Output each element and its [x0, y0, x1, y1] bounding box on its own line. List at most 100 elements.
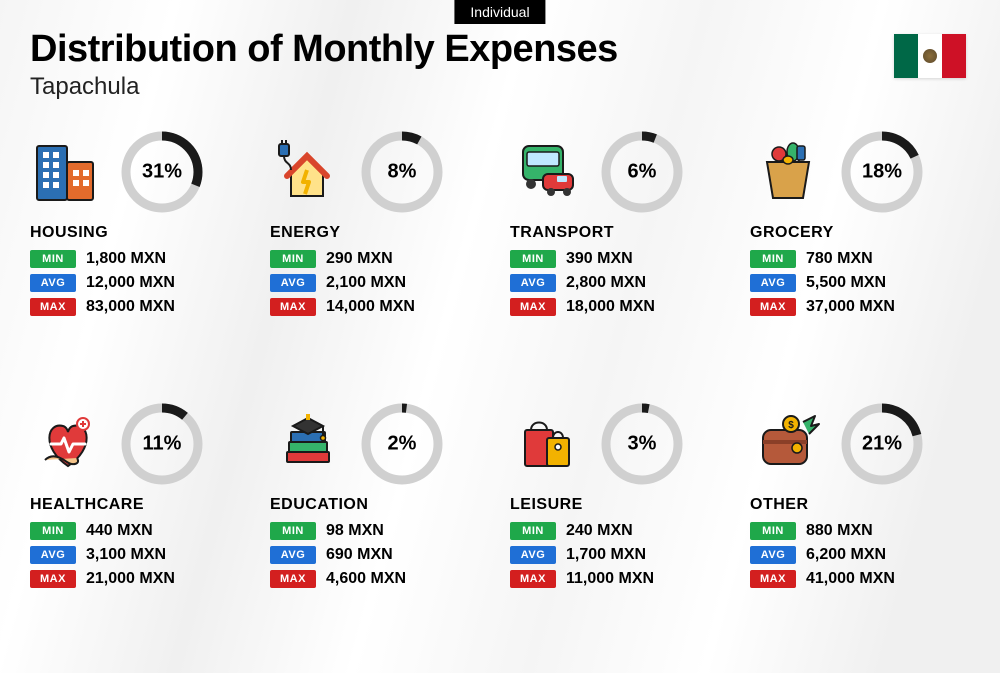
max-tag: MAX	[510, 298, 556, 316]
min-tag: MIN	[510, 522, 556, 540]
page-subtitle: Tapachula	[30, 73, 970, 101]
category-name: HEALTHCARE	[30, 496, 250, 514]
other-icon: $	[750, 406, 826, 482]
header: Distribution of Monthly Expenses Tapachu…	[30, 28, 970, 101]
max-row: MAX 4,600 MXN	[270, 570, 490, 588]
percent-label: 6%	[628, 161, 657, 184]
category-name: ENERGY	[270, 224, 490, 242]
max-value: 14,000 MXN	[326, 298, 415, 316]
percent-ring: 2%	[360, 402, 444, 486]
percent-label: 2%	[388, 432, 417, 455]
max-value: 37,000 MXN	[806, 298, 895, 316]
avg-tag: AVG	[30, 274, 76, 292]
percent-ring: 6%	[600, 130, 684, 214]
percent-ring: 11%	[120, 402, 204, 486]
avg-value: 690 MXN	[326, 546, 393, 564]
avg-tag: AVG	[270, 546, 316, 564]
avg-row: AVG 2,800 MXN	[510, 274, 730, 292]
energy-icon	[270, 134, 346, 210]
category-name: GROCERY	[750, 224, 970, 242]
min-row: MIN 780 MXN	[750, 250, 970, 268]
card-header: 2%	[270, 402, 490, 486]
min-value: 780 MXN	[806, 250, 873, 268]
max-tag: MAX	[270, 298, 316, 316]
min-value: 240 MXN	[566, 522, 633, 540]
percent-ring: 3%	[600, 402, 684, 486]
category-card-other: $ 21% OTHER MIN 880 MXN AVG 6,200 MXN MA…	[750, 402, 970, 654]
min-tag: MIN	[270, 250, 316, 268]
grocery-icon	[750, 134, 826, 210]
category-card-housing: 31% HOUSING MIN 1,800 MXN AVG 12,000 MXN…	[30, 130, 250, 382]
leisure-icon	[510, 406, 586, 482]
transport-icon	[510, 134, 586, 210]
value-rows: MIN 390 MXN AVG 2,800 MXN MAX 18,000 MXN	[510, 250, 730, 316]
percent-label: 21%	[862, 432, 902, 455]
max-value: 4,600 MXN	[326, 570, 406, 588]
value-rows: MIN 98 MXN AVG 690 MXN MAX 4,600 MXN	[270, 522, 490, 588]
max-value: 41,000 MXN	[806, 570, 895, 588]
min-value: 98 MXN	[326, 522, 384, 540]
avg-value: 2,800 MXN	[566, 274, 646, 292]
min-row: MIN 880 MXN	[750, 522, 970, 540]
avg-value: 5,500 MXN	[806, 274, 886, 292]
category-card-grocery: 18% GROCERY MIN 780 MXN AVG 5,500 MXN MA…	[750, 130, 970, 382]
max-tag: MAX	[750, 570, 796, 588]
flag-emblem	[923, 49, 937, 63]
value-rows: MIN 240 MXN AVG 1,700 MXN MAX 11,000 MXN	[510, 522, 730, 588]
min-tag: MIN	[30, 522, 76, 540]
max-value: 83,000 MXN	[86, 298, 175, 316]
min-row: MIN 390 MXN	[510, 250, 730, 268]
avg-row: AVG 6,200 MXN	[750, 546, 970, 564]
avg-value: 2,100 MXN	[326, 274, 406, 292]
max-row: MAX 18,000 MXN	[510, 298, 730, 316]
avg-row: AVG 1,700 MXN	[510, 546, 730, 564]
min-tag: MIN	[750, 250, 796, 268]
avg-row: AVG 3,100 MXN	[30, 546, 250, 564]
max-row: MAX 37,000 MXN	[750, 298, 970, 316]
max-row: MAX 14,000 MXN	[270, 298, 490, 316]
max-value: 18,000 MXN	[566, 298, 655, 316]
card-header: 6%	[510, 130, 730, 214]
category-card-energy: 8% ENERGY MIN 290 MXN AVG 2,100 MXN MAX …	[270, 130, 490, 382]
percent-ring: 8%	[360, 130, 444, 214]
avg-value: 3,100 MXN	[86, 546, 166, 564]
category-name: LEISURE	[510, 496, 730, 514]
categories-grid: 31% HOUSING MIN 1,800 MXN AVG 12,000 MXN…	[30, 130, 970, 653]
value-rows: MIN 440 MXN AVG 3,100 MXN MAX 21,000 MXN	[30, 522, 250, 588]
percent-ring: 31%	[120, 130, 204, 214]
percent-label: 31%	[142, 161, 182, 184]
card-header: 18%	[750, 130, 970, 214]
min-value: 390 MXN	[566, 250, 633, 268]
education-icon	[270, 406, 346, 482]
min-row: MIN 240 MXN	[510, 522, 730, 540]
max-row: MAX 83,000 MXN	[30, 298, 250, 316]
category-card-education: 2% EDUCATION MIN 98 MXN AVG 690 MXN MAX …	[270, 402, 490, 654]
category-name: EDUCATION	[270, 496, 490, 514]
card-header: 11%	[30, 402, 250, 486]
min-value: 1,800 MXN	[86, 250, 166, 268]
min-value: 290 MXN	[326, 250, 393, 268]
max-tag: MAX	[750, 298, 796, 316]
avg-value: 1,700 MXN	[566, 546, 646, 564]
avg-value: 6,200 MXN	[806, 546, 886, 564]
percent-ring: 21%	[840, 402, 924, 486]
percent-label: 18%	[862, 161, 902, 184]
max-row: MAX 11,000 MXN	[510, 570, 730, 588]
category-name: TRANSPORT	[510, 224, 730, 242]
flag-stripe-white	[918, 34, 942, 78]
max-value: 21,000 MXN	[86, 570, 175, 588]
value-rows: MIN 880 MXN AVG 6,200 MXN MAX 41,000 MXN	[750, 522, 970, 588]
category-card-transport: 6% TRANSPORT MIN 390 MXN AVG 2,800 MXN M…	[510, 130, 730, 382]
max-tag: MAX	[30, 298, 76, 316]
avg-tag: AVG	[750, 546, 796, 564]
percent-label: 8%	[388, 161, 417, 184]
min-row: MIN 440 MXN	[30, 522, 250, 540]
min-value: 440 MXN	[86, 522, 153, 540]
avg-tag: AVG	[510, 546, 556, 564]
min-tag: MIN	[270, 522, 316, 540]
avg-tag: AVG	[30, 546, 76, 564]
avg-row: AVG 12,000 MXN	[30, 274, 250, 292]
page-title: Distribution of Monthly Expenses	[30, 28, 970, 71]
avg-row: AVG 5,500 MXN	[750, 274, 970, 292]
min-row: MIN 290 MXN	[270, 250, 490, 268]
